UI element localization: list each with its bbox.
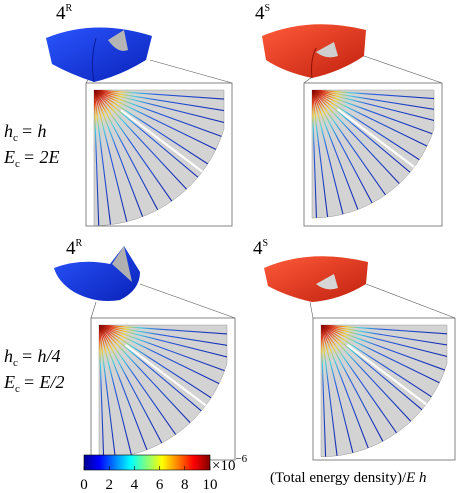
shape-blue-2	[54, 246, 140, 301]
crease	[312, 90, 418, 203]
crease	[312, 90, 434, 175]
crease	[312, 90, 434, 144]
zoom-panels	[85, 55, 456, 461]
crease	[312, 90, 401, 217]
param: Ec = E/2	[3, 372, 65, 395]
crease	[99, 325, 175, 459]
colorbar-multiplier: ×10−6	[212, 453, 248, 474]
sector	[320, 324, 448, 457]
crease	[312, 90, 434, 128]
colorbar-tick-label: 2	[105, 477, 113, 493]
shape-blue	[46, 27, 152, 83]
connector	[85, 79, 89, 84]
crease	[321, 325, 341, 457]
colorbar-ticks: 0 2 4 6 8 10	[80, 466, 218, 493]
crease	[321, 325, 443, 428]
param: hc = h/4	[4, 346, 61, 369]
crease	[99, 325, 157, 459]
crease	[94, 90, 224, 162]
crease	[94, 90, 224, 102]
panel-label: 4S	[255, 3, 270, 24]
crease	[94, 90, 188, 224]
colorbar-tick-label: 6	[156, 477, 164, 493]
connector	[303, 76, 313, 84]
param: Ec = 2E	[3, 147, 60, 170]
crease	[99, 325, 227, 413]
connector	[309, 301, 314, 319]
crease	[321, 325, 447, 337]
connector	[363, 55, 443, 84]
connector	[139, 283, 236, 319]
crease	[312, 90, 350, 219]
crease	[312, 90, 434, 102]
param: hc = h	[4, 121, 47, 144]
shape-red	[262, 24, 366, 79]
crease-lines	[312, 90, 434, 219]
crease	[99, 325, 192, 457]
crease	[312, 90, 431, 190]
crease	[99, 325, 209, 443]
slit	[120, 109, 204, 173]
crease	[94, 90, 224, 147]
crease	[94, 90, 224, 117]
crease	[99, 325, 139, 459]
crease	[94, 90, 171, 226]
crease	[94, 90, 115, 226]
crease	[321, 325, 447, 351]
crease	[321, 325, 396, 457]
crease	[321, 325, 447, 412]
panel-label: 4R	[56, 3, 73, 24]
crease	[99, 325, 227, 337]
crease	[94, 90, 224, 130]
shape-red-2	[264, 256, 368, 302]
crease	[94, 90, 224, 180]
slit	[346, 343, 427, 406]
colorbar-tick-label: 4	[131, 477, 139, 493]
crease	[312, 90, 332, 219]
colorbar-tick-label: 0	[80, 477, 88, 493]
crease	[321, 325, 413, 455]
slit	[336, 108, 415, 168]
crease	[321, 325, 360, 457]
panel-label: 4S	[253, 238, 268, 259]
crease	[321, 325, 328, 457]
crease	[321, 325, 447, 364]
crease	[321, 325, 447, 395]
crease	[99, 325, 227, 396]
crease	[94, 90, 153, 226]
crease	[99, 325, 223, 429]
crease	[312, 90, 385, 219]
crease	[94, 90, 220, 196]
crease-lines	[94, 90, 224, 226]
crease	[99, 325, 227, 351]
crease	[321, 325, 379, 457]
row-label: hc = h Ec = 2E hc = h/4 Ec = E/2	[3, 121, 65, 395]
crease	[94, 90, 206, 210]
crease-lines	[99, 325, 227, 459]
connector	[365, 283, 456, 319]
colorbar-tick-label: 8	[181, 477, 189, 493]
crease-lines	[321, 325, 447, 457]
colorbar	[83, 454, 211, 471]
crease	[99, 325, 227, 381]
colorbar-label: (Total energy density)/E h	[270, 470, 427, 486]
crease	[312, 90, 368, 219]
connector	[90, 301, 97, 319]
crease	[321, 325, 447, 380]
colorbar-tick-label: 10	[203, 477, 218, 493]
connector	[149, 59, 233, 84]
slit	[125, 344, 207, 407]
crease	[99, 325, 227, 365]
crease	[312, 90, 434, 158]
crease	[321, 325, 430, 441]
panel-label: 4R	[66, 238, 83, 259]
crease	[312, 90, 434, 115]
crease	[94, 90, 134, 226]
